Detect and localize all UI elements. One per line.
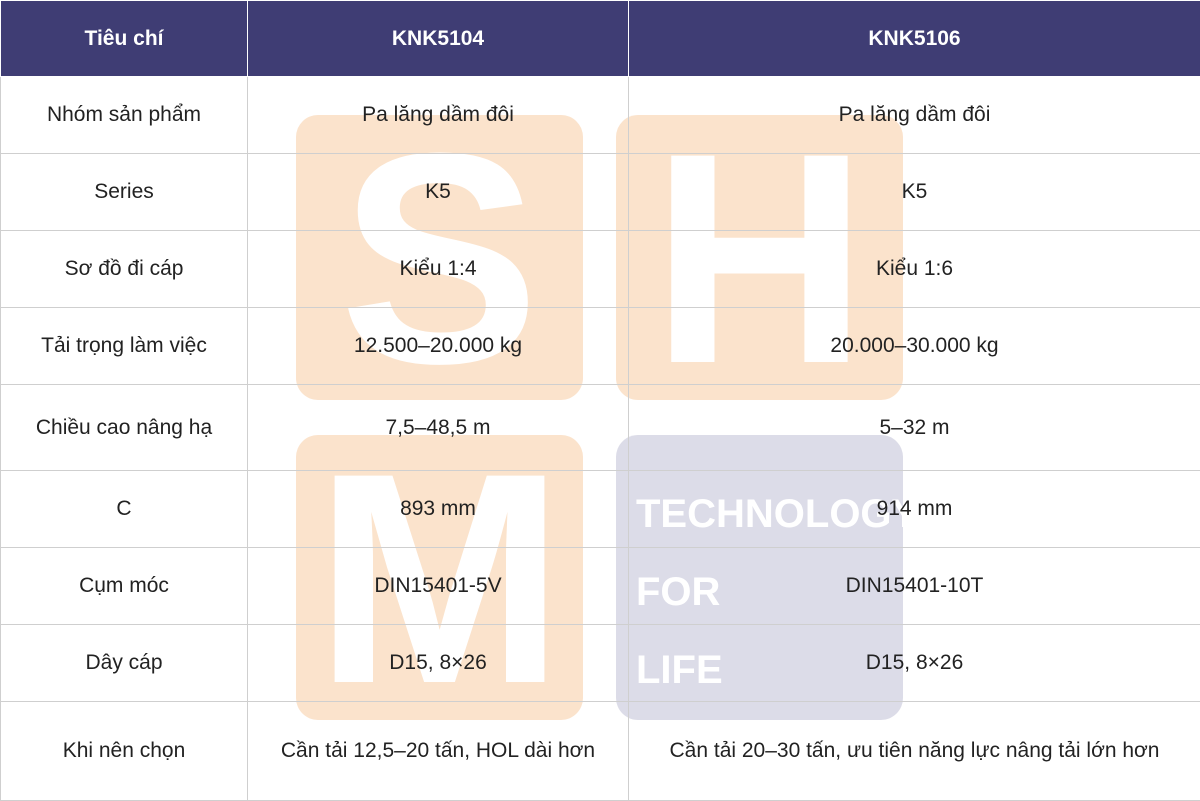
table-cell: 12.500–20.000 kg <box>248 308 629 385</box>
table-cell: D15, 8×26 <box>248 625 629 702</box>
table-cell: Pa lăng dầm đôi <box>629 77 1200 154</box>
table-cell: C <box>1 471 248 548</box>
table-cell: Cần tải 20–30 tấn, ưu tiên năng lực nâng… <box>629 702 1200 801</box>
table-cell: 7,5–48,5 m <box>248 385 629 471</box>
table-cell: 5–32 m <box>629 385 1200 471</box>
table-cell: 20.000–30.000 kg <box>629 308 1200 385</box>
header-cell: KNK5104 <box>248 1 629 77</box>
table-cell: Nhóm sản phẩm <box>1 77 248 154</box>
table-cell: Chiều cao nâng hạ <box>1 385 248 471</box>
table-cell: K5 <box>248 154 629 231</box>
table-cell: 914 mm <box>629 471 1200 548</box>
table-cell: DIN15401-10T <box>629 548 1200 625</box>
table-cell: Sơ đồ đi cáp <box>1 231 248 308</box>
table-cell: Pa lăng dầm đôi <box>248 77 629 154</box>
table-cell: Series <box>1 154 248 231</box>
header-cell: Tiêu chí <box>1 1 248 77</box>
table-cell: Cụm móc <box>1 548 248 625</box>
table-cell: Kiểu 1:4 <box>248 231 629 308</box>
table-cell: Tải trọng làm việc <box>1 308 248 385</box>
table-cell: DIN15401-5V <box>248 548 629 625</box>
table-cell: Khi nên chọn <box>1 702 248 801</box>
table-cell: Kiểu 1:6 <box>629 231 1200 308</box>
table-cell: Cần tải 12,5–20 tấn, HOL dài hơn <box>248 702 629 801</box>
table-cell: Dây cáp <box>1 625 248 702</box>
header-cell: KNK5106 <box>629 1 1200 77</box>
table-cell: D15, 8×26 <box>629 625 1200 702</box>
table-cell: 893 mm <box>248 471 629 548</box>
table-cell: K5 <box>629 154 1200 231</box>
